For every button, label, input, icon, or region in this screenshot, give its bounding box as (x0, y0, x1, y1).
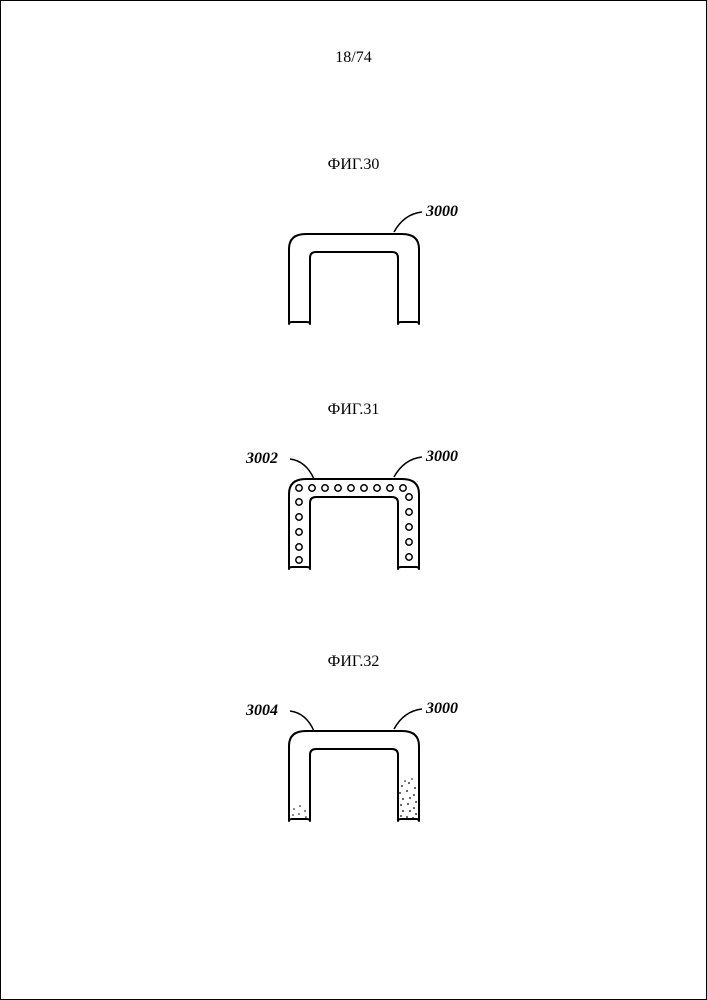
figure-31-ref-3000: 3000 (425, 448, 458, 465)
figure-31: ФИГ.31 (1, 401, 706, 589)
figure-32-drawing: 3004 3000 (1, 691, 706, 846)
figure-32-caption: ФИГ.32 (1, 653, 706, 671)
patent-page: 18/74 ФИГ.30 3000 ФИГ.31 (0, 0, 707, 1000)
figure-32-ref-3004: 3004 (245, 702, 278, 719)
page-number: 18/74 (1, 49, 706, 67)
figure-30-drawing: 3000 (1, 194, 706, 344)
figure-30-ref-3000: 3000 (425, 203, 458, 220)
figure-31-svg: 3002 3000 (224, 439, 484, 589)
figure-30: ФИГ.30 3000 (1, 156, 706, 344)
figure-32: ФИГ.32 (1, 653, 706, 846)
figure-30-caption: ФИГ.30 (1, 156, 706, 174)
figure-31-caption: ФИГ.31 (1, 401, 706, 419)
figure-31-drawing: 3002 3000 (1, 439, 706, 589)
figure-32-svg: 3004 3000 (224, 691, 484, 846)
figure-31-ref-3002: 3002 (245, 450, 278, 467)
figure-30-svg: 3000 (244, 194, 464, 344)
figure-32-ref-3000: 3000 (425, 700, 458, 717)
